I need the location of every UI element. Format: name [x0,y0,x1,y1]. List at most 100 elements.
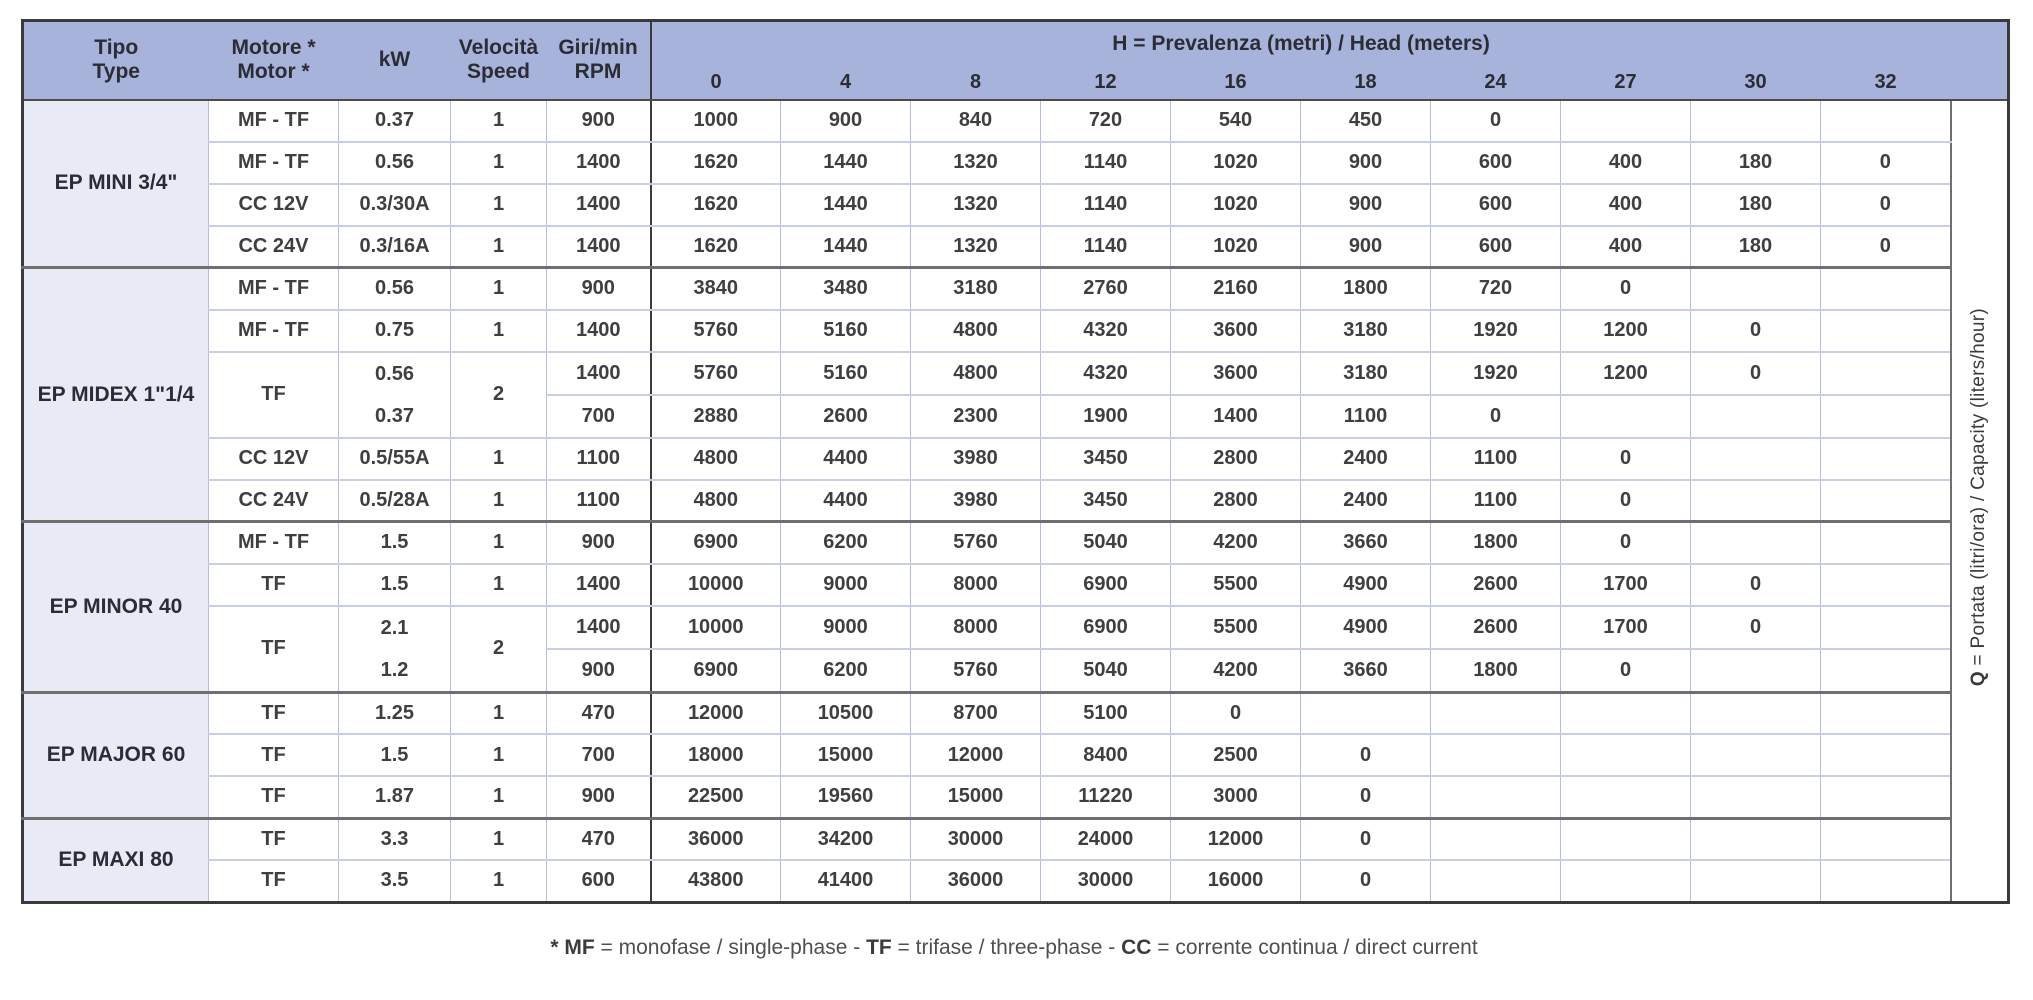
cell-q: 1200 [1560,309,1691,353]
cell-q: 5040 [1040,521,1171,565]
cell-q: 5100 [1040,692,1171,735]
cell-motor: TF [208,692,339,735]
cell-q: 5040 [1040,648,1171,694]
h-tick-12: 12 [1040,66,1171,101]
cell-kw: 0.75 [338,309,451,353]
cell-kw: 1.5 [338,734,451,777]
table-row: TF 1.87 1 900 22500 19560 15000 11220 3000 0 [23,776,2009,820]
cell-kw: 1.5 [338,521,451,565]
header-velocita: Velocità Speed [450,20,547,101]
cell-q: 1000 [649,99,781,143]
cell-q: 5760 [649,351,781,396]
h-tick-16: 16 [1170,66,1301,101]
cell-q: 1140 [1040,141,1171,185]
cell-q: 22500 [649,776,781,820]
cell-q: 1020 [1170,225,1301,269]
cell-q [1819,776,1951,820]
cell-q [1690,818,1821,861]
table-row: EP MAJOR 60 TF 1.25 1 470 12000 10500 8700 5100 0 [22,692,2009,820]
cell-q: 180 [1690,141,1821,185]
cell-q: 0 [1560,521,1691,565]
cell-q: 18000 [649,734,781,777]
cell-q: 3660 [1300,648,1431,694]
table-row: MF - TF 0.56 1 1400 1620 1440 1320 1140 1020 900 6… [23,141,2009,185]
cell-q [1560,394,1691,439]
cell-q: 19560 [780,776,911,820]
cell-q: 900 [1300,141,1431,185]
cell-motor: MF - TF [208,99,339,143]
cell-motor: CC 24V [208,225,339,269]
header-velocita-en: Speed [466,60,531,84]
cell-q [1690,99,1821,143]
q-axis: Q = Portata (litri/ora) / Capacity (lite… [1949,99,2009,902]
cell-q [1560,776,1691,820]
cell-q: 2600 [1430,605,1561,650]
table-row: TF 1.5 1 1400 10000 9000 8000 6900 5500 4900 2600 1… [23,563,2009,607]
table-row: EP MAXI 80 TF 3.3 1 470 36000 34200 30000 24000 1… [22,818,2009,902]
cell-q: 8000 [910,563,1041,607]
cell-q: 4800 [649,479,781,523]
cell-q: 1320 [910,141,1041,185]
cell-q: 900 [1300,183,1431,227]
cell-kw: 0.56 [338,267,451,311]
footnote-cc-abbr: CC [1121,935,1152,959]
cell-q: 900 [1300,225,1431,269]
cell-motor: CC 12V [208,437,339,481]
cell-q: 0 [1300,734,1431,777]
header-velocita-it: Velocità [458,36,539,60]
cell-q: 3000 [1170,776,1301,820]
cell-q [1690,648,1821,694]
cell-speed: 1 [450,776,547,820]
group-label: EP MAJOR 60 [22,692,209,820]
h-tick-24: 24 [1430,66,1561,101]
cell-q: 1320 [910,183,1041,227]
cell-kw-value: 0.37 [375,404,414,427]
cell-speed: 1 [450,563,547,607]
cell-q: 400 [1560,225,1691,269]
cell-rpm: 1400 [546,183,651,227]
cell-q: 3480 [780,267,911,311]
cell-q: 540 [1170,99,1301,143]
cell-q: 3980 [910,479,1041,523]
cell-q: 10000 [649,563,781,607]
table-row: EP MIDEX 1"1/4 MF - TF 0.56 1 900 3840 3480 318… [22,267,2009,523]
cell-q: 0 [1170,692,1301,735]
table-row: TF 1.5 1 700 18000 15000 12000 8400 2500 0 [23,734,2009,777]
table-row: CC 24V 0.3/16A 1 1400 1620 1440 1320 1140 1020 90… [23,225,2009,269]
cell-speed: 1 [450,225,547,269]
cell-q: 4800 [649,437,781,481]
cell-q: 36000 [910,860,1041,903]
cell-q: 5760 [910,521,1041,565]
header-motore-it: Motore * [231,36,316,60]
h-tick-18: 18 [1300,66,1431,101]
cell-kw: 1.5 [338,563,451,607]
cell-q: 3450 [1040,479,1171,523]
footnote-tf-abbr: TF [866,935,892,959]
cell-q: 43800 [649,860,781,903]
cell-q: 3180 [1300,309,1431,353]
cell-q: 15000 [780,734,911,777]
cell-kw: 3.3 [338,818,451,861]
cell-q: 450 [1300,99,1431,143]
table-row: 900 6900 6200 5760 5040 4200 3660 1800 0 [23,648,2009,694]
cell-q [1819,692,1951,735]
cell-speed: 1 [450,99,547,143]
cell-q: 3600 [1170,351,1301,396]
cell-rpm: 1400 [546,309,651,353]
cell-kw: 0.5/28A [338,479,451,523]
group-label: EP MIDEX 1"1/4 [22,267,209,523]
cell-q [1560,99,1691,143]
cell-speed: 1 [450,818,547,861]
cell-rpm: 900 [546,267,651,311]
cell-kw: 0.56 [338,141,451,185]
table-row: CC 12V 0.5/55A 1 1100 4800 4400 3980 3450 2800 24… [23,437,2009,481]
cell-q: 6900 [649,648,781,694]
cell-q [1690,267,1821,311]
cell-motor: TF [208,776,339,820]
cell-q [1430,692,1561,735]
cell-q: 600 [1430,225,1561,269]
cell-q [1819,563,1951,607]
cell-rpm: 1400 [546,563,651,607]
cell-q: 0 [1690,351,1821,396]
cell-rpm: 470 [546,818,651,861]
